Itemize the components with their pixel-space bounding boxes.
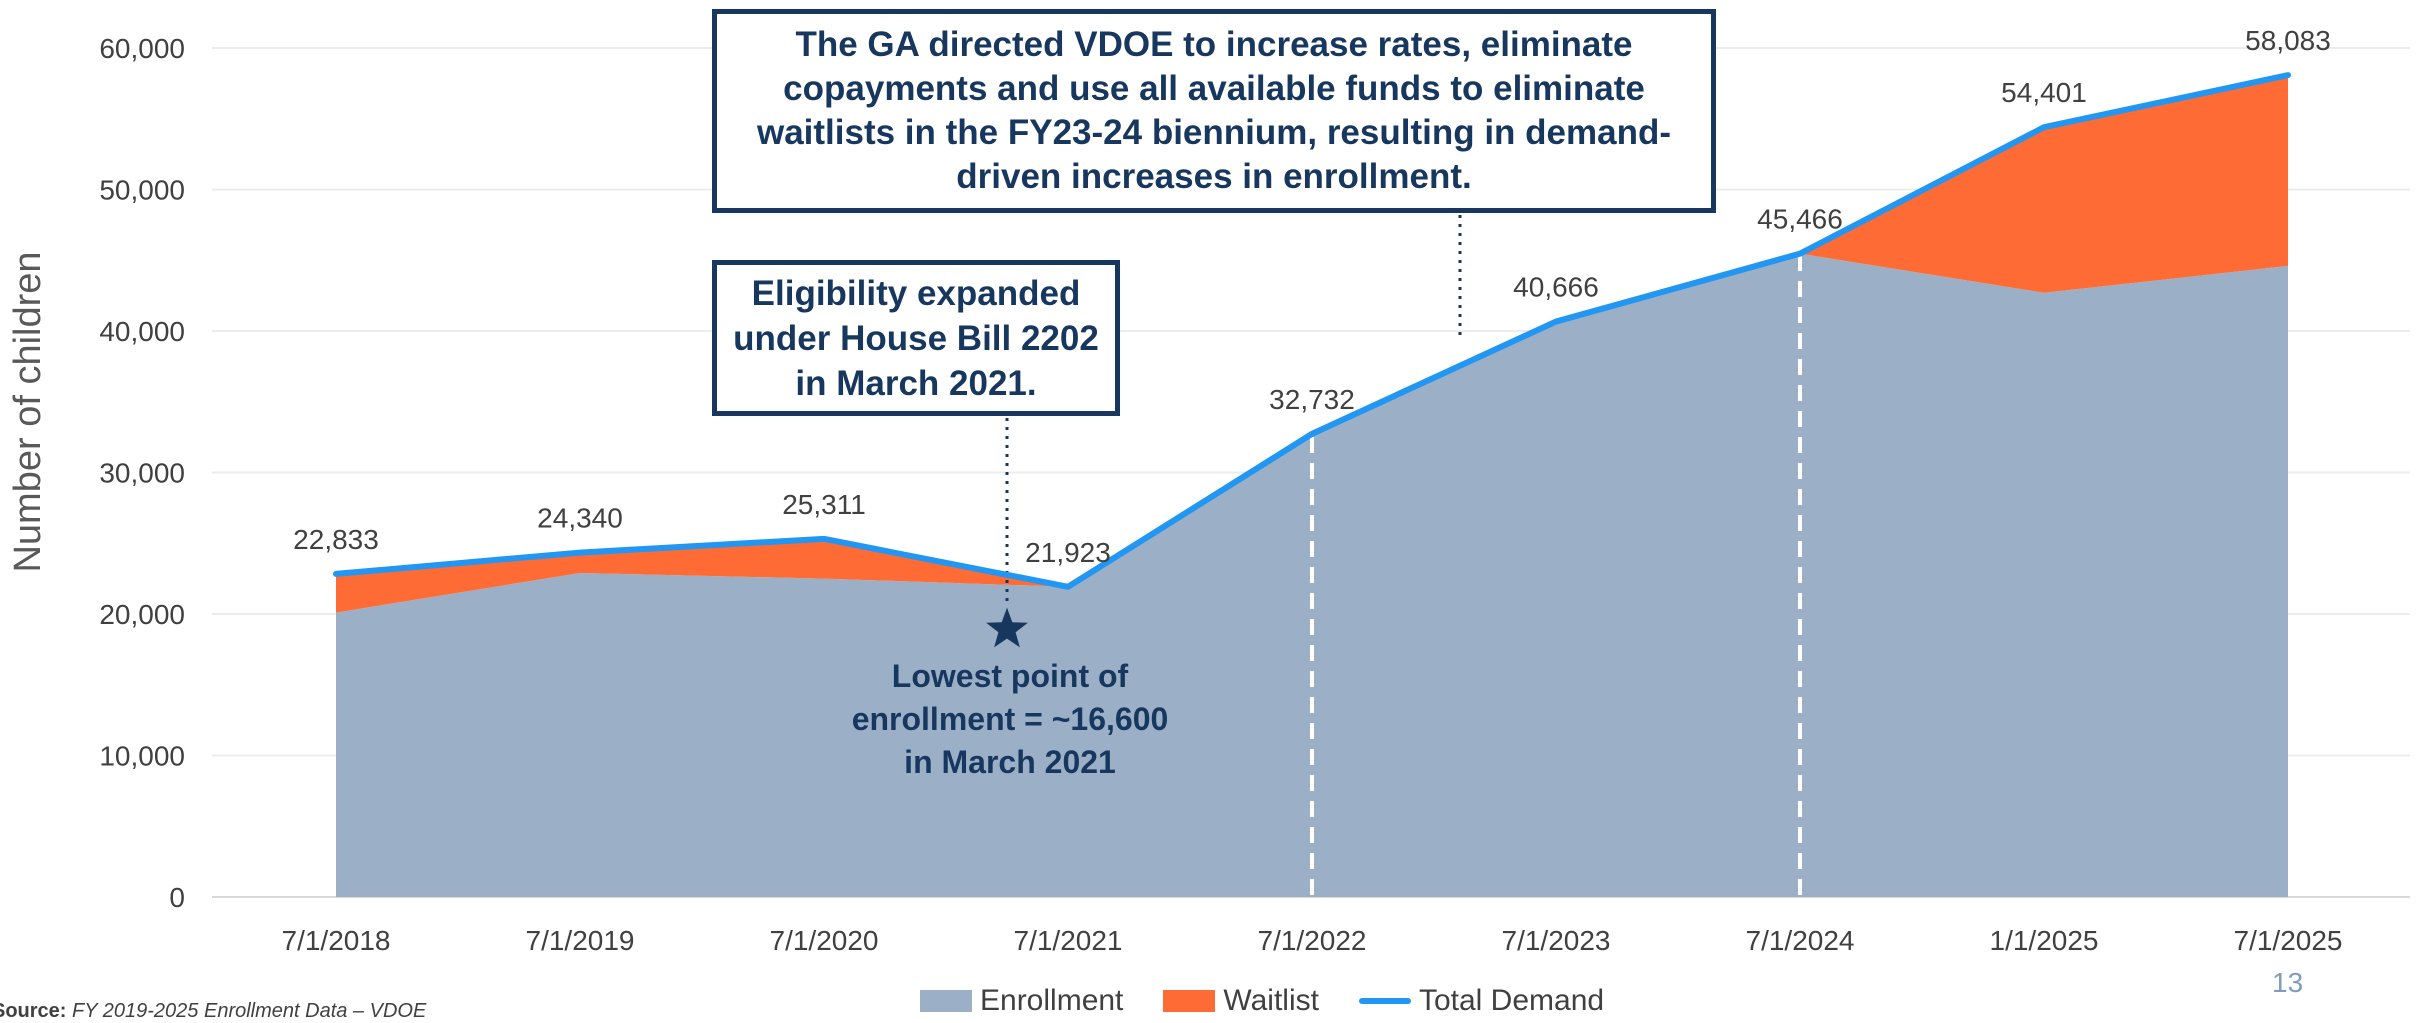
x-tick-label: 7/1/2021	[1014, 925, 1123, 956]
x-tick-label: 7/1/2025	[2234, 925, 2343, 956]
y-tick-label: 40,000	[99, 316, 185, 347]
data-label: 21,923	[1025, 537, 1111, 568]
ga-directive-callout: The GA directed VDOE to increase rates, …	[712, 9, 1716, 213]
legend-label-enrollment: Enrollment	[980, 984, 1124, 1017]
legend-swatch-total-demand	[1358, 998, 1411, 1004]
y-tick-label: 20,000	[99, 599, 185, 630]
y-tick-label: 10,000	[99, 741, 185, 772]
legend-item-waitlist: Waitlist	[1163, 984, 1319, 1018]
y-tick-label: 50,000	[99, 175, 185, 206]
x-tick-label: 7/1/2019	[526, 925, 635, 956]
eligibility-callout: Eligibility expanded under House Bill 22…	[712, 260, 1120, 416]
y-axis-ticks: 0 10,000 20,000 30,000 40,000 50,000 60,000	[99, 33, 185, 913]
x-axis-ticks: 7/1/2018 7/1/2019 7/1/2020 7/1/2021 7/1/2022…	[282, 925, 2343, 956]
legend-item-total-demand: Total Demand	[1358, 984, 1605, 1018]
x-tick-label: 7/1/2023	[1502, 925, 1611, 956]
x-tick-label: 1/1/2025	[1990, 925, 2099, 956]
star-marker	[986, 607, 1028, 648]
y-tick-label: 30,000	[99, 458, 185, 489]
data-label: 58,083	[2245, 25, 2331, 56]
x-tick-label: 7/1/2018	[282, 925, 391, 956]
lowest-enrollment-note: Lowest point of enrollment = ~16,600 in …	[851, 658, 1169, 780]
data-label: 45,466	[1757, 204, 1843, 235]
source-text: FY 2019-2025 Enrollment Data – VDOE	[66, 1000, 427, 1022]
data-label: 54,401	[2001, 77, 2087, 108]
data-label: 32,732	[1269, 384, 1355, 415]
data-labels: 22,833 24,340 25,311 21,923 32,732 40,666 45,4…	[293, 25, 2331, 568]
total-demand-line-group	[333, 72, 2291, 590]
legend-swatch-waitlist	[1163, 990, 1216, 1012]
legend-label-waitlist: Waitlist	[1223, 984, 1319, 1017]
y-tick-label: 60,000	[99, 33, 185, 64]
legend-label-total-demand: Total Demand	[1418, 984, 1605, 1017]
legend: Enrollment Waitlist Total Demand	[920, 984, 1644, 1018]
total-demand-line	[333, 72, 2291, 590]
data-label: 40,666	[1513, 272, 1599, 303]
legend-swatch-enrollment	[920, 990, 972, 1012]
data-label: 24,340	[537, 503, 623, 534]
source-note: Source: FY 2019-2025 Enrollment Data – V…	[0, 1000, 426, 1023]
page-number: 13	[2272, 967, 2304, 998]
reference-markers	[986, 215, 1802, 895]
x-tick-label: 7/1/2020	[770, 925, 879, 956]
legend-item-enrollment: Enrollment	[920, 984, 1123, 1018]
y-axis-label: Number of children	[7, 251, 49, 572]
x-tick-label: 7/1/2022	[1258, 925, 1367, 956]
data-label: 22,833	[293, 524, 379, 555]
source-label: Source:	[0, 1000, 67, 1022]
data-label: 25,311	[782, 489, 866, 520]
x-tick-label: 7/1/2024	[1746, 925, 1855, 956]
y-tick-label: 0	[169, 882, 185, 913]
